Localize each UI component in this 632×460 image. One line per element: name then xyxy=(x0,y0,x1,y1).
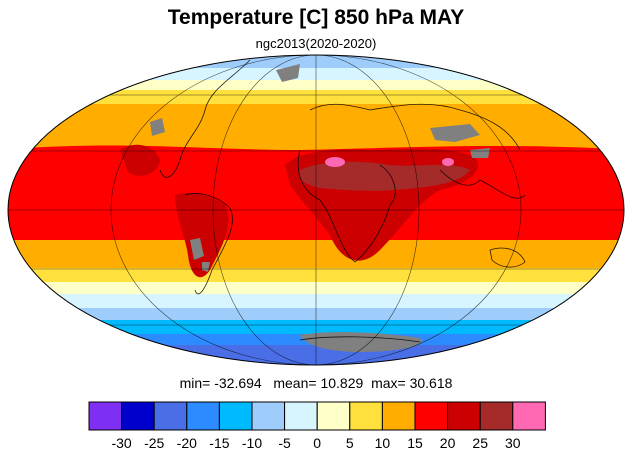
colorbar-tick-label: -20 xyxy=(177,435,197,451)
colorbar-tick-label: 15 xyxy=(407,435,423,451)
colorbar-swatch xyxy=(316,401,351,431)
colorbar-swatch xyxy=(153,401,188,431)
colorbar-swatch xyxy=(381,401,416,431)
colorbar-swatch xyxy=(349,401,383,431)
colorbar-tick-label: 10 xyxy=(375,435,391,451)
mean-value: 10.829 xyxy=(320,375,364,391)
temperature-field xyxy=(8,55,624,365)
colorbar-swatch xyxy=(512,401,546,431)
colorbar-swatch xyxy=(186,401,220,431)
colorbar-tick-label: 25 xyxy=(472,435,488,451)
colorbar-tick-label: 5 xyxy=(346,435,354,451)
max-label: max= xyxy=(371,375,406,391)
map-subtitle: ngc2013(2020-2020) xyxy=(255,36,377,51)
statistics-line: min= -32.694 mean= 10.829 max= 30.618 xyxy=(0,375,632,391)
map-title: Temperature [C] 850 hPa MAY xyxy=(167,6,465,29)
colorbar-tick-label: -10 xyxy=(242,435,262,451)
colorbar-tick-label: -5 xyxy=(278,435,291,451)
colorbar-swatch xyxy=(121,401,155,431)
colorbar-tick-label: -25 xyxy=(144,435,164,451)
colorbar-tick-label: -30 xyxy=(111,435,131,451)
colorbar-swatch xyxy=(414,401,449,431)
colorbar-swatch xyxy=(284,401,318,431)
colorbar-swatch xyxy=(88,401,123,431)
min-label: min= xyxy=(179,375,211,391)
colorbar-swatch xyxy=(218,401,253,431)
colorbar-swatch xyxy=(447,401,481,431)
colorbar-swatch xyxy=(251,401,286,431)
mean-label: mean= xyxy=(273,375,317,391)
colorbar-tick-label: 20 xyxy=(440,435,456,451)
colorbar-tick-label: 0 xyxy=(313,435,321,451)
colorbar-tick-label: -15 xyxy=(209,435,229,451)
max-value: 30.618 xyxy=(409,375,453,391)
colorbar-tick-label: 30 xyxy=(505,435,521,451)
min-value: -32.694 xyxy=(214,375,262,391)
colorbar-swatch xyxy=(479,401,514,431)
